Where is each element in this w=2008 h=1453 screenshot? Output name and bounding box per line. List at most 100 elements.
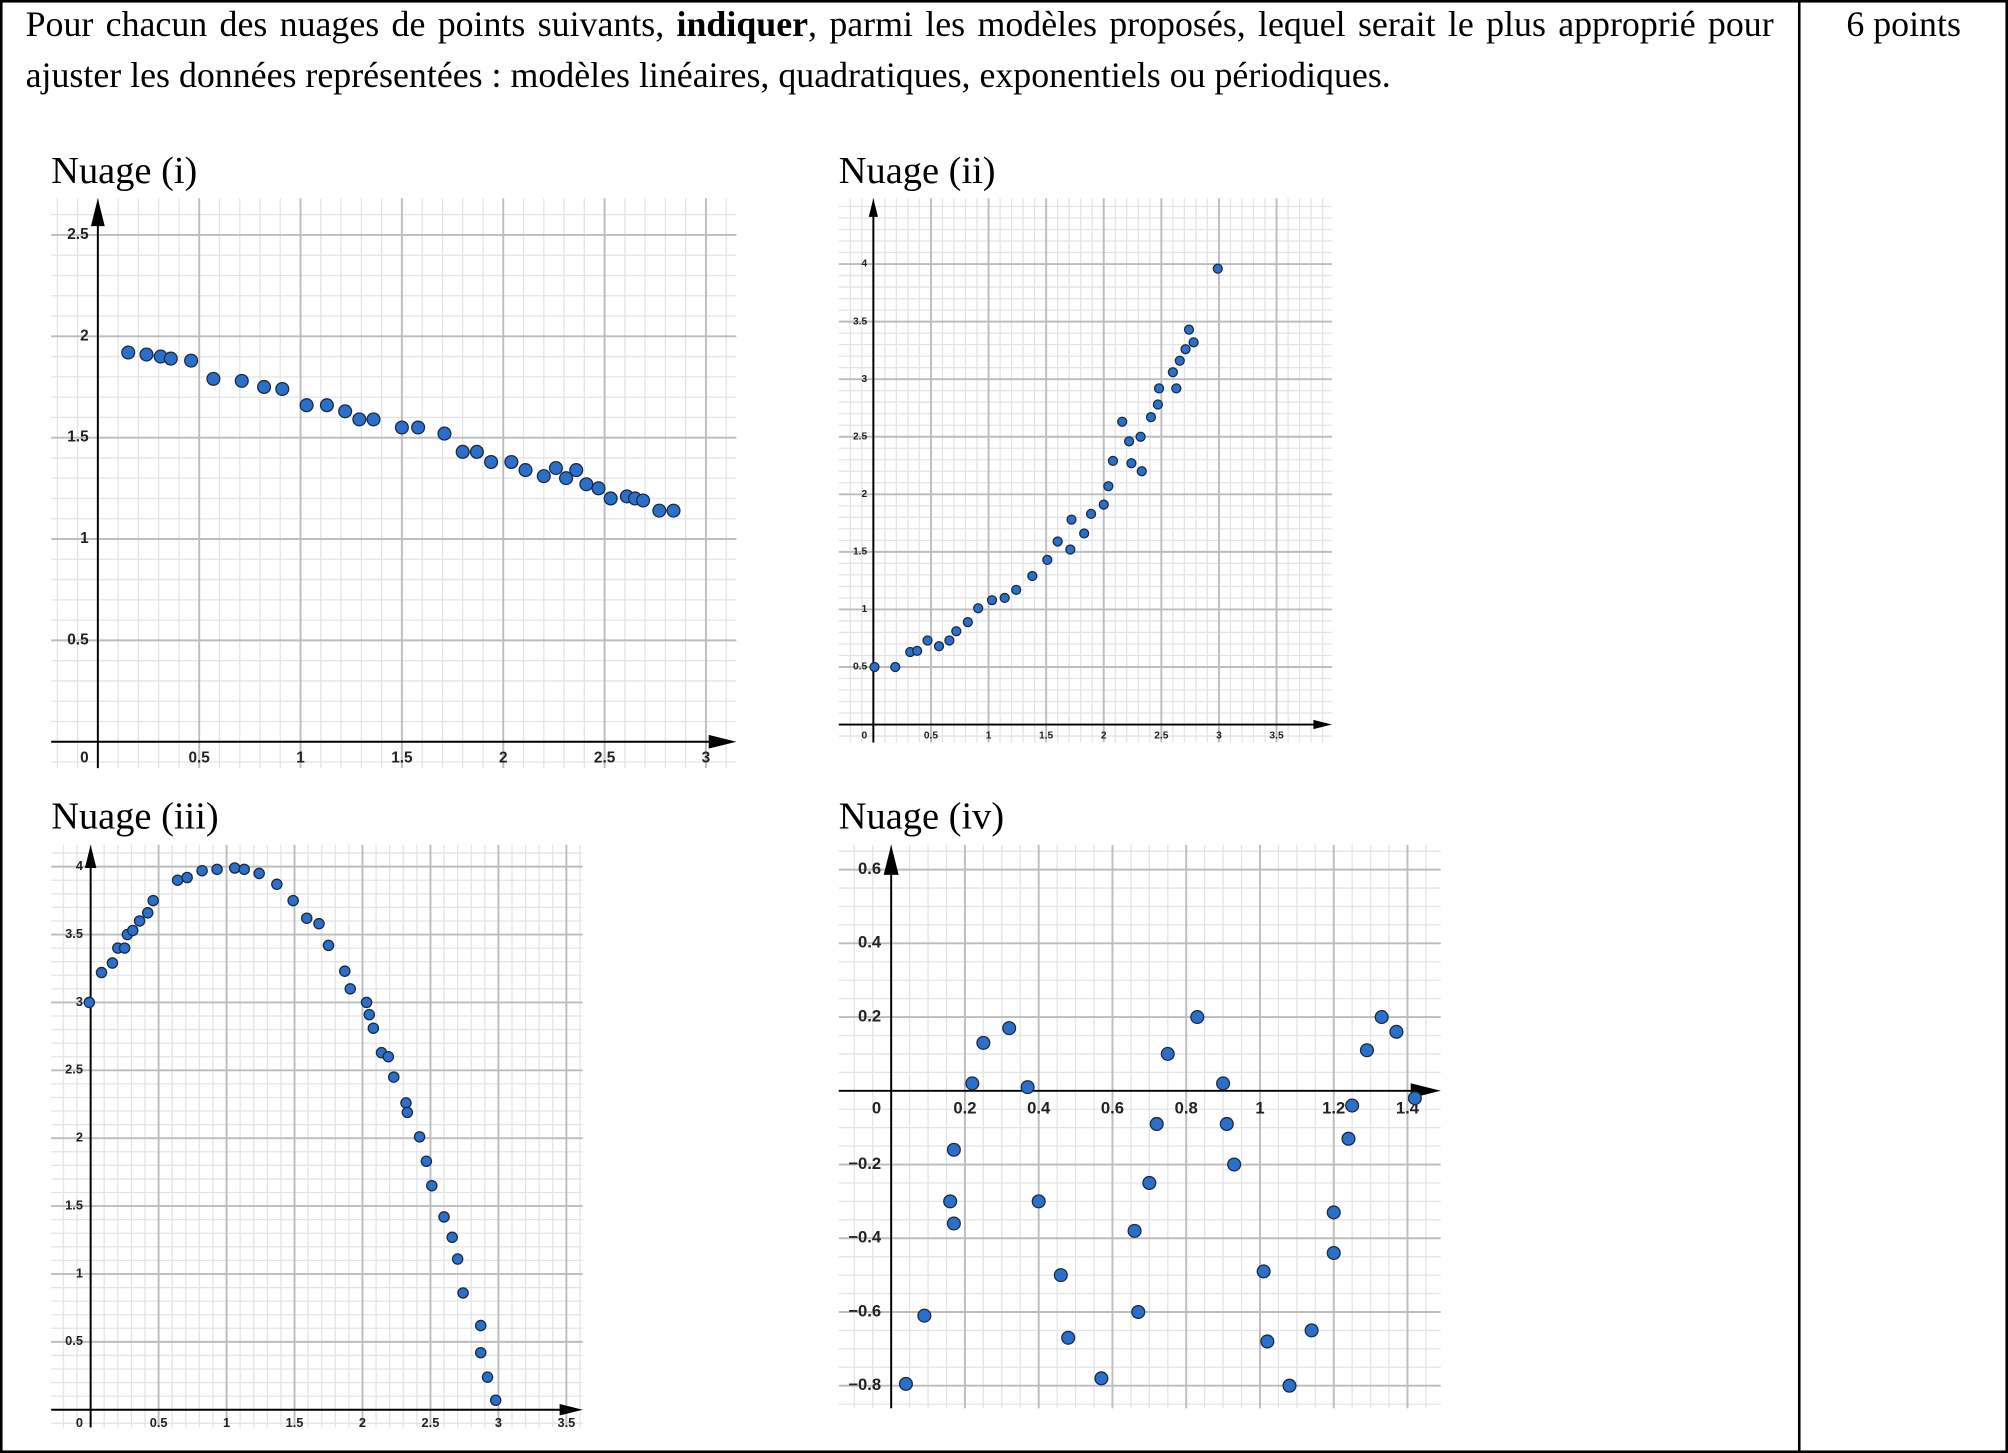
point bbox=[238, 863, 250, 876]
x-arrow bbox=[1313, 719, 1332, 730]
x-tick-label: 2 bbox=[359, 1415, 366, 1430]
y-tick-label: 1.5 bbox=[67, 429, 89, 446]
text: Pour chacun des nuages de points suivant… bbox=[25, 5, 677, 45]
point bbox=[184, 353, 199, 368]
point bbox=[387, 1071, 400, 1083]
bold-text: indiquer bbox=[676, 5, 809, 45]
y-arrow bbox=[868, 198, 878, 217]
y-tick-label: 1.5 bbox=[65, 1197, 83, 1212]
point bbox=[1085, 508, 1097, 519]
point bbox=[1136, 466, 1147, 477]
point bbox=[1282, 1378, 1297, 1393]
y-tick-label: 0.5 bbox=[65, 1333, 83, 1348]
y-tick-label: 4 bbox=[862, 259, 868, 270]
y-tick-label: 2.5 bbox=[853, 431, 868, 442]
x-tick-label: 0.5 bbox=[150, 1415, 168, 1430]
x-tick-label: 1.5 bbox=[286, 1415, 304, 1430]
x-tick-label: 0.2 bbox=[953, 1098, 976, 1117]
x-tick-label: 2.5 bbox=[1154, 731, 1169, 742]
point bbox=[1190, 1010, 1205, 1025]
point bbox=[1066, 514, 1077, 525]
point bbox=[1052, 536, 1063, 547]
x-tick-label: 0 bbox=[76, 1415, 83, 1430]
point bbox=[83, 996, 96, 1009]
point bbox=[275, 381, 290, 397]
point bbox=[636, 493, 651, 508]
point bbox=[401, 1106, 414, 1119]
y-tick-label: −0.2 bbox=[848, 1154, 881, 1173]
y-tick-label: 1 bbox=[862, 604, 868, 615]
point bbox=[1031, 1194, 1046, 1209]
point bbox=[141, 907, 154, 919]
point bbox=[300, 912, 313, 924]
y-tick-label: 2.5 bbox=[67, 226, 89, 243]
point bbox=[922, 635, 933, 646]
y-tick-label: 2 bbox=[862, 489, 868, 500]
point bbox=[319, 398, 334, 413]
point bbox=[1256, 1264, 1271, 1279]
point bbox=[1131, 1304, 1146, 1320]
point bbox=[1126, 458, 1137, 469]
point bbox=[536, 469, 551, 484]
x-tick-label: 0 bbox=[80, 750, 89, 767]
y-tick-label: 3.5 bbox=[853, 316, 868, 327]
point bbox=[118, 942, 131, 954]
point bbox=[1174, 355, 1185, 366]
point bbox=[1326, 1245, 1341, 1261]
x-tick-label: 3 bbox=[495, 1415, 502, 1430]
x-tick-label: 2 bbox=[499, 750, 508, 767]
point bbox=[1341, 1131, 1356, 1146]
point bbox=[1145, 412, 1157, 423]
point bbox=[1326, 1205, 1341, 1220]
x-tick-label: 1.2 bbox=[1322, 1098, 1345, 1117]
x-tick-label: 3 bbox=[702, 750, 711, 767]
point bbox=[299, 398, 314, 413]
point bbox=[1103, 481, 1114, 492]
x-tick-label: 0.8 bbox=[1175, 1098, 1198, 1117]
point bbox=[1219, 1116, 1234, 1132]
point bbox=[271, 878, 283, 891]
point bbox=[951, 626, 962, 637]
point bbox=[1171, 383, 1182, 394]
point bbox=[474, 1346, 487, 1359]
y-tick-label: −0.6 bbox=[848, 1301, 881, 1320]
point bbox=[917, 1308, 932, 1323]
point bbox=[489, 1394, 502, 1407]
point bbox=[1167, 367, 1178, 378]
y-tick-label: −0.8 bbox=[848, 1375, 881, 1394]
point bbox=[1153, 383, 1165, 394]
chart-title: Nuage (ii) bbox=[839, 150, 996, 192]
point bbox=[400, 1097, 412, 1109]
point bbox=[1149, 1116, 1164, 1132]
point bbox=[1020, 1080, 1035, 1095]
point bbox=[411, 420, 426, 435]
point bbox=[999, 592, 1010, 604]
point bbox=[196, 864, 208, 877]
y-tick-label: 1 bbox=[80, 530, 89, 547]
point bbox=[437, 426, 452, 441]
point bbox=[946, 1216, 961, 1231]
x-tick-label: 1 bbox=[223, 1415, 230, 1430]
point bbox=[965, 1076, 980, 1091]
y-tick-label: 0.6 bbox=[858, 859, 881, 878]
point bbox=[139, 347, 154, 362]
y-tick-label: 1 bbox=[76, 1265, 83, 1280]
y-tick-label: 3 bbox=[862, 374, 868, 385]
point bbox=[1359, 1043, 1374, 1058]
point bbox=[481, 1371, 494, 1383]
point bbox=[1098, 499, 1109, 510]
point bbox=[933, 641, 945, 652]
point bbox=[339, 965, 351, 977]
point bbox=[603, 491, 618, 506]
point bbox=[1061, 1330, 1076, 1345]
point bbox=[1152, 399, 1164, 410]
point bbox=[898, 1376, 913, 1391]
point bbox=[962, 616, 973, 628]
x-tick-label: 3.5 bbox=[1269, 731, 1284, 742]
y-tick-label: 0.2 bbox=[858, 1006, 881, 1025]
text: , parmi les modèles proposés, lequel ser… bbox=[25, 5, 1774, 97]
x-tick-label: 2.5 bbox=[422, 1415, 440, 1430]
point bbox=[455, 444, 470, 459]
x-arrow bbox=[708, 734, 737, 749]
point bbox=[438, 1211, 450, 1223]
